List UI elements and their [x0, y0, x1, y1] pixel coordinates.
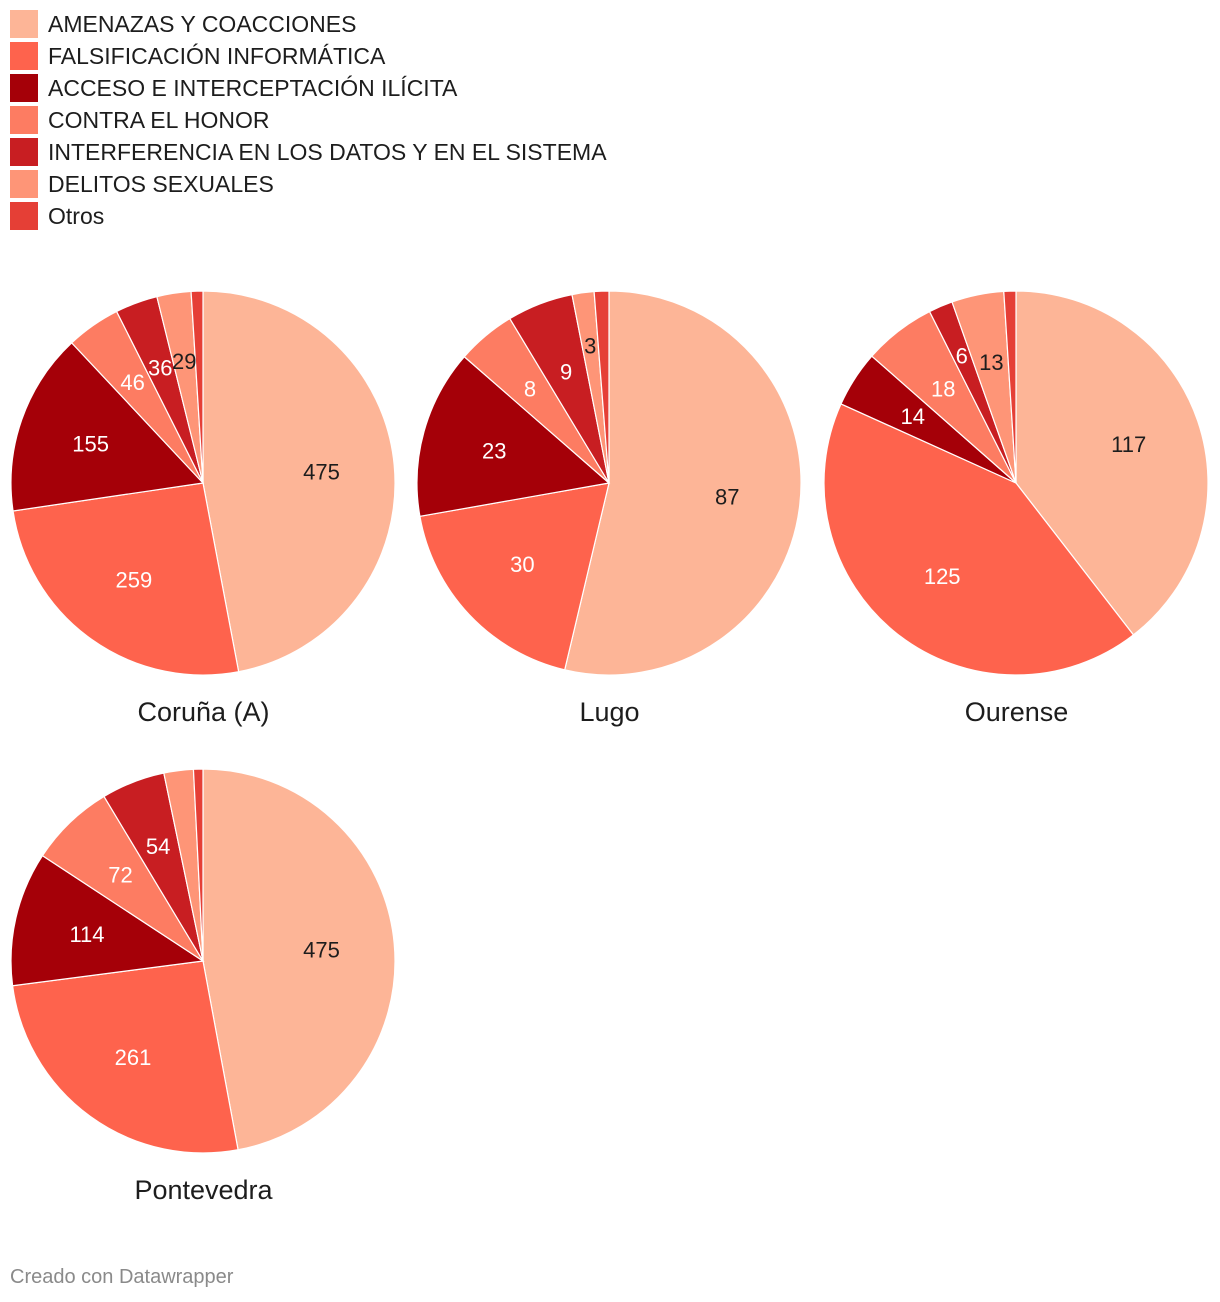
legend-item: ACCESO E INTERCEPTACIÓN ILÍCITA — [10, 72, 607, 104]
pie-slice — [10, 854, 205, 987]
slice-label: 475 — [303, 938, 340, 963]
slice-label: 125 — [924, 564, 961, 589]
legend-swatch — [10, 10, 38, 38]
slice-label: 54 — [146, 834, 170, 859]
pie-slice — [202, 290, 396, 673]
slice-label: 117 — [1111, 432, 1146, 457]
pie-svg: 475 261 114 72 54 — [10, 768, 396, 1154]
pie-slice — [823, 403, 1135, 676]
slice-label: 114 — [69, 922, 104, 947]
pie-slice — [593, 290, 610, 484]
legend-swatch — [10, 74, 38, 102]
pie-slice — [1015, 290, 1209, 636]
slice-label: 9 — [560, 359, 572, 384]
slice-label: 475 — [303, 459, 340, 484]
pie-slice — [1003, 290, 1017, 484]
pie-svg: 87 30 23 893 — [416, 290, 802, 676]
slice-label: 6 — [956, 343, 968, 368]
legend-swatch — [10, 202, 38, 230]
legend-swatch — [10, 42, 38, 70]
legend-item: FALSIFICACIÓN INFORMÁTICA — [10, 40, 607, 72]
pie-slice — [190, 290, 204, 484]
legend-label: DELITOS SEXUALES — [48, 170, 274, 197]
slice-label: 72 — [108, 863, 132, 888]
pie-slice — [416, 355, 611, 518]
slice-label: 36 — [148, 355, 172, 380]
pie-chart-ourense: 117 125 14 18 6 13 Ourense — [813, 282, 1220, 752]
pie-slice — [11, 960, 239, 1154]
slice-label: 261 — [115, 1045, 152, 1070]
pie-chart-pontevedra: 475 261 114 72 54 Pontevedra — [0, 760, 407, 1230]
slice-label: 29 — [172, 349, 196, 374]
slice-label: 14 — [901, 404, 925, 429]
legend-label: AMENAZAS Y COACCIONES — [48, 10, 357, 37]
slice-label: 23 — [482, 439, 506, 464]
pie-chart-lugo: 87 30 23 8 9 3 Lugo — [406, 282, 813, 752]
legend-swatch — [10, 138, 38, 166]
pie-slice — [10, 342, 205, 512]
slice-label: 30 — [510, 552, 534, 577]
pie-title: Ourense — [964, 697, 1069, 727]
legend-label: ACCESO E INTERCEPTACIÓN ILÍCITA — [48, 74, 458, 101]
slice-label: 155 — [72, 431, 109, 456]
legend-item: CONTRA EL HONOR — [10, 104, 607, 136]
legend-label: INTERFERENCIA EN LOS DATOS Y EN EL SISTE… — [48, 138, 607, 165]
pie-title: Pontevedra — [134, 1175, 273, 1205]
slice-label: 259 — [116, 568, 153, 593]
pie-slice — [192, 768, 204, 962]
legend-label: FALSIFICACIÓN INFORMÁTICA — [48, 42, 386, 69]
legend: AMENAZAS Y COACCIONES FALSIFICACIÓN INFOR… — [10, 8, 607, 232]
legend-item: AMENAZAS Y COACCIONES — [10, 8, 607, 40]
slice-label: 8 — [524, 376, 536, 401]
slice-label: 87 — [715, 484, 739, 509]
legend-label: Otros — [48, 202, 105, 229]
slice-label: 18 — [931, 376, 955, 401]
pie-chart-coruna: 475 259 155 46 36 29 Coruña (A) — [0, 282, 407, 752]
legend-item: INTERFERENCIA EN LOS DATOS Y EN EL SISTE… — [10, 136, 607, 168]
legend-label: CONTRA EL HONOR — [48, 106, 270, 133]
legend-swatch — [10, 170, 38, 198]
legend-item: Otros — [10, 200, 607, 232]
pie-title: Coruña (A) — [137, 697, 270, 727]
slice-label: 3 — [584, 334, 596, 359]
footer-credit: Creado con Datawrapper — [10, 1266, 234, 1288]
slice-label: 13 — [979, 350, 1003, 375]
pie-slice — [563, 290, 802, 676]
slice-label: 46 — [120, 370, 144, 395]
pie-title: Lugo — [579, 697, 640, 727]
legend-swatch — [10, 106, 38, 134]
pie-slice — [202, 768, 396, 1151]
pie-slice — [419, 482, 610, 671]
pie-slice — [12, 482, 240, 676]
legend-item: DELITOS SEXUALES — [10, 168, 607, 200]
